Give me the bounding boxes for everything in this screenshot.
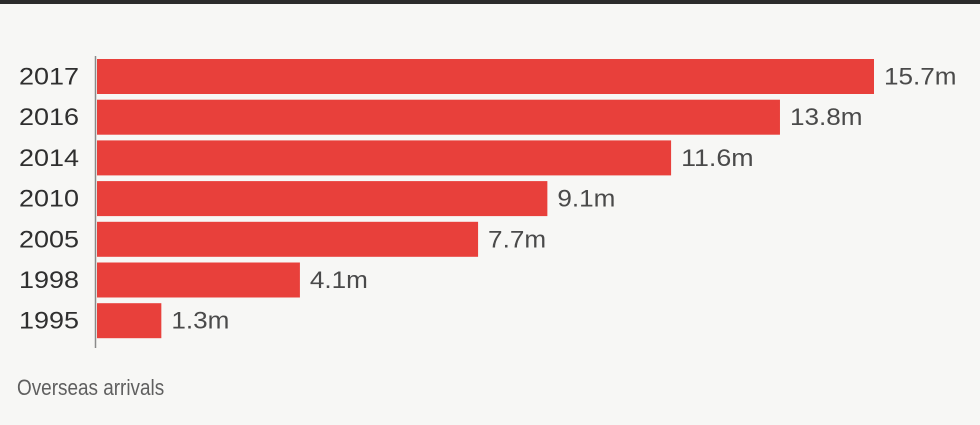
data-label-1998: 4.1m (310, 267, 368, 294)
y-tick-label-1998: 1998 (19, 267, 79, 294)
bar-2016 (97, 99, 780, 135)
bars-group: 2017 15.7m 2016 13.8m 2014 11.6m 2010 9.1m 2005 7… (19, 59, 957, 339)
bar-2014 (97, 140, 672, 176)
chart-caption: Overseas arrivals (17, 375, 165, 400)
data-label-2014: 11.6m (681, 145, 754, 172)
data-label-1995: 1.3m (171, 308, 229, 335)
bar-2017 (97, 59, 874, 94)
y-tick-label-2016: 2016 (19, 104, 79, 131)
bar-1995 (97, 303, 162, 339)
y-tick-label-2017: 2017 (19, 64, 79, 91)
y-tick-label-2010: 2010 (19, 186, 79, 213)
y-tick-label-2014: 2014 (19, 145, 79, 172)
y-tick-label-2005: 2005 (19, 226, 79, 253)
bar-2010 (97, 181, 548, 217)
bar-1998 (97, 262, 300, 298)
top-rule (0, 0, 980, 4)
data-label-2017: 15.7m (884, 64, 957, 91)
data-label-2010: 9.1m (557, 186, 615, 213)
data-label-2005: 7.7m (488, 226, 546, 253)
bar-2005 (97, 221, 479, 257)
data-label-2016: 13.8m (790, 104, 863, 131)
y-tick-label-1995: 1995 (19, 308, 79, 335)
